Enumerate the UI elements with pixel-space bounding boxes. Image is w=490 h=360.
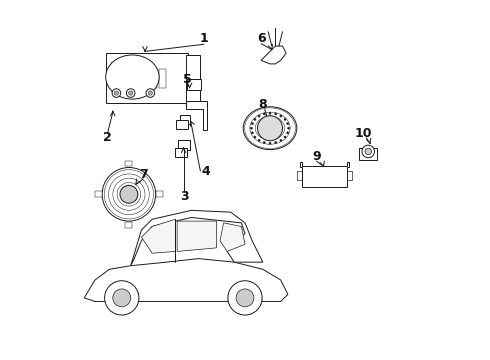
Circle shape xyxy=(258,116,283,141)
Polygon shape xyxy=(300,162,348,187)
Bar xyxy=(359,148,377,160)
Circle shape xyxy=(120,185,138,203)
Text: 8: 8 xyxy=(259,99,267,112)
Circle shape xyxy=(287,132,289,134)
Ellipse shape xyxy=(243,107,297,150)
FancyBboxPatch shape xyxy=(176,120,188,129)
Polygon shape xyxy=(84,258,288,301)
Circle shape xyxy=(113,289,131,307)
Circle shape xyxy=(284,118,286,121)
Polygon shape xyxy=(177,221,217,251)
Circle shape xyxy=(275,141,277,144)
Circle shape xyxy=(254,118,256,121)
Bar xyxy=(95,192,101,197)
FancyBboxPatch shape xyxy=(187,79,201,90)
Circle shape xyxy=(228,281,262,315)
FancyBboxPatch shape xyxy=(180,115,190,123)
Polygon shape xyxy=(186,102,207,130)
Circle shape xyxy=(263,141,266,144)
Bar xyxy=(149,69,157,89)
Text: 7: 7 xyxy=(139,168,147,181)
Circle shape xyxy=(280,115,282,117)
Bar xyxy=(125,222,132,228)
Circle shape xyxy=(236,289,254,307)
Circle shape xyxy=(258,115,260,117)
Circle shape xyxy=(112,89,121,97)
Bar xyxy=(186,55,200,102)
Circle shape xyxy=(269,142,271,144)
Circle shape xyxy=(254,136,256,138)
FancyBboxPatch shape xyxy=(106,53,188,103)
Circle shape xyxy=(280,139,282,141)
Circle shape xyxy=(287,122,289,125)
Text: 2: 2 xyxy=(103,131,112,144)
Bar xyxy=(121,69,128,89)
Bar xyxy=(297,171,302,180)
Polygon shape xyxy=(261,46,286,64)
Circle shape xyxy=(362,145,374,158)
Text: 10: 10 xyxy=(354,127,371,140)
Bar xyxy=(159,69,167,89)
Text: 5: 5 xyxy=(183,73,192,86)
Circle shape xyxy=(365,148,371,155)
Bar xyxy=(130,69,138,89)
Circle shape xyxy=(275,113,277,115)
Text: 9: 9 xyxy=(312,150,321,163)
Bar xyxy=(347,171,352,180)
Circle shape xyxy=(126,89,135,97)
Circle shape xyxy=(284,136,286,138)
Circle shape xyxy=(148,91,152,95)
Circle shape xyxy=(263,113,266,115)
FancyBboxPatch shape xyxy=(174,148,188,157)
Bar xyxy=(111,69,118,89)
Text: 3: 3 xyxy=(180,190,189,203)
Circle shape xyxy=(128,91,133,95)
Bar xyxy=(111,78,152,81)
Circle shape xyxy=(258,139,260,141)
Bar xyxy=(125,161,132,166)
Bar xyxy=(140,69,147,89)
Text: 6: 6 xyxy=(257,32,266,45)
Circle shape xyxy=(251,132,253,134)
Ellipse shape xyxy=(106,55,159,99)
Polygon shape xyxy=(220,223,245,251)
Text: 4: 4 xyxy=(201,165,210,177)
Circle shape xyxy=(104,281,139,315)
Circle shape xyxy=(288,127,290,129)
Circle shape xyxy=(102,167,156,221)
Circle shape xyxy=(146,89,155,97)
Bar xyxy=(111,62,139,76)
Polygon shape xyxy=(142,219,175,253)
Circle shape xyxy=(250,127,252,129)
FancyBboxPatch shape xyxy=(178,140,190,150)
Circle shape xyxy=(251,122,253,125)
Bar xyxy=(156,192,163,197)
Polygon shape xyxy=(131,210,263,266)
Circle shape xyxy=(114,91,119,95)
Text: 1: 1 xyxy=(199,32,208,45)
Circle shape xyxy=(269,112,271,114)
